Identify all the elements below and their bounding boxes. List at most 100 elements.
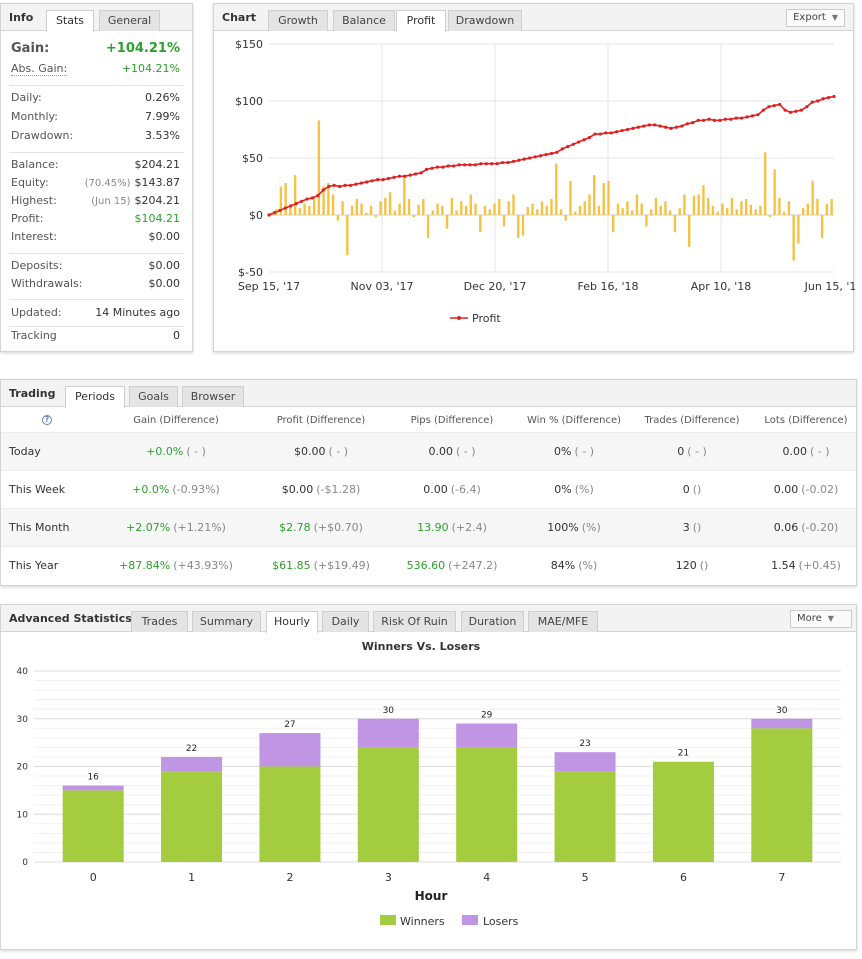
losers-bar [751,718,813,729]
profit-bar [597,205,601,215]
divider [9,85,184,86]
gain-value: +104.21% [105,41,180,56]
tab-stats[interactable]: Stats [46,10,94,32]
header-gain[interactable]: Gain (Difference) [133,414,219,426]
tab-summary[interactable]: Summary [192,611,261,632]
drawdown-row: Drawdown: 3.53% [11,129,180,145]
trades-value: 120 [675,559,697,572]
header-pips[interactable]: Pips (Difference) [410,414,494,426]
tab-browser[interactable]: Browser [182,386,244,407]
header-profit[interactable]: Profit (Difference) [276,414,366,426]
profit-bar [778,197,781,215]
profit-bar [360,203,363,215]
balance-row: Balance: $204.21 [11,158,180,174]
help-cell: ? [29,408,65,432]
profit-bar [445,215,449,229]
info-tabbar: Info Stats General [1,4,192,32]
profit-bar [697,194,700,215]
winners-bar [751,728,813,862]
profit-point [609,131,613,135]
profit-point [740,116,744,120]
header-win[interactable]: Win % (Difference) [527,414,621,426]
win-cell: 84% (%) [509,547,639,584]
profit-point [490,162,494,166]
profit-point [435,165,440,169]
tab-trades[interactable]: Trades [131,611,188,632]
divider [9,152,184,153]
abs-gain-row: Abs. Gain: +104.21% [11,62,180,78]
profit-point [386,176,391,181]
profit-point [658,124,662,128]
tab-balance[interactable]: Balance [333,10,395,31]
divider [9,326,184,327]
profit-bar [797,215,800,244]
profit-bar [341,201,344,215]
legend-label: Losers [483,915,519,928]
tab-hourly[interactable]: Hourly [266,611,318,633]
highest-value: $204.21 [134,194,181,207]
legend-marker [457,316,461,320]
tab-duration[interactable]: Duration [461,611,524,632]
tab-periods[interactable]: Periods [65,386,125,408]
monthly-label: Monthly: [11,110,58,123]
export-button[interactable]: Export ▼ [786,9,845,27]
profit-point [778,102,782,107]
profit-point [528,156,532,160]
pips-value: 0.00 [428,445,453,458]
profit-bar [773,169,776,215]
tab-risk-of-ruin[interactable]: Risk Of Ruin [373,611,456,632]
profit-bar [536,209,539,215]
profit-bar [384,197,387,215]
profit-cell: $0.00( - ) [256,433,386,470]
profit-bar [422,199,425,215]
profit-bar [545,205,548,215]
tab-general[interactable]: General [99,10,160,31]
interest-value: $0.00 [148,230,181,243]
question-icon[interactable]: ? [42,415,52,425]
profit-point [359,181,363,185]
profit-cell: $0.00 (-$1.28) [256,471,386,508]
profit-point [761,108,765,112]
x-tick-label: Jun 15, '18 [804,280,855,293]
tab-drawdown[interactable]: Drawdown [448,10,522,31]
profit-bar [574,211,577,215]
withdrawals-value: $0.00 [148,277,181,290]
deposits-label: Deposits: [11,259,63,272]
total-label: 30 [776,706,788,716]
profit-point [625,127,630,132]
win-difference: ( - ) [574,445,594,458]
profit-point [473,163,478,167]
abs-gain-label[interactable]: Abs. Gain: [11,62,68,76]
profit-bar [312,197,316,215]
tab-goals[interactable]: Goals [129,386,178,407]
profit-bar [488,209,491,215]
profit-point [370,179,374,183]
profit-bar [768,215,772,218]
chart-legend: Profit [450,312,501,325]
legend-label: Profit [472,312,501,325]
profit-point [696,118,700,122]
profit-point [647,123,651,127]
lots-difference: (+0.45) [798,559,841,572]
gain-difference: ( - ) [186,445,206,458]
y-tick-label: 0 [22,858,28,868]
trading-title: Trading [9,387,56,400]
header-lots[interactable]: Lots (Difference) [764,414,848,426]
profit-point [767,105,771,109]
profit-cell: $61.85 (+$19.49) [256,547,386,584]
lots-value: 0.06 [773,521,799,534]
gain-value: +87.84% [119,559,171,572]
profit-bar [327,183,330,215]
win-cell: 100% (%) [509,509,639,546]
more-button[interactable]: More ▼ [790,610,852,628]
tab-mae-mfe[interactable]: MAE/MFE [528,611,598,632]
profit-point [446,164,450,168]
tab-growth[interactable]: Growth [268,10,328,31]
period-label: This Year [9,559,59,572]
profit-point [289,204,293,208]
tab-profit[interactable]: Profit [396,10,446,32]
tab-daily[interactable]: Daily [322,611,369,632]
profit-point [321,188,325,192]
profit-point [430,166,434,170]
header-trades[interactable]: Trades (Difference) [644,414,740,426]
